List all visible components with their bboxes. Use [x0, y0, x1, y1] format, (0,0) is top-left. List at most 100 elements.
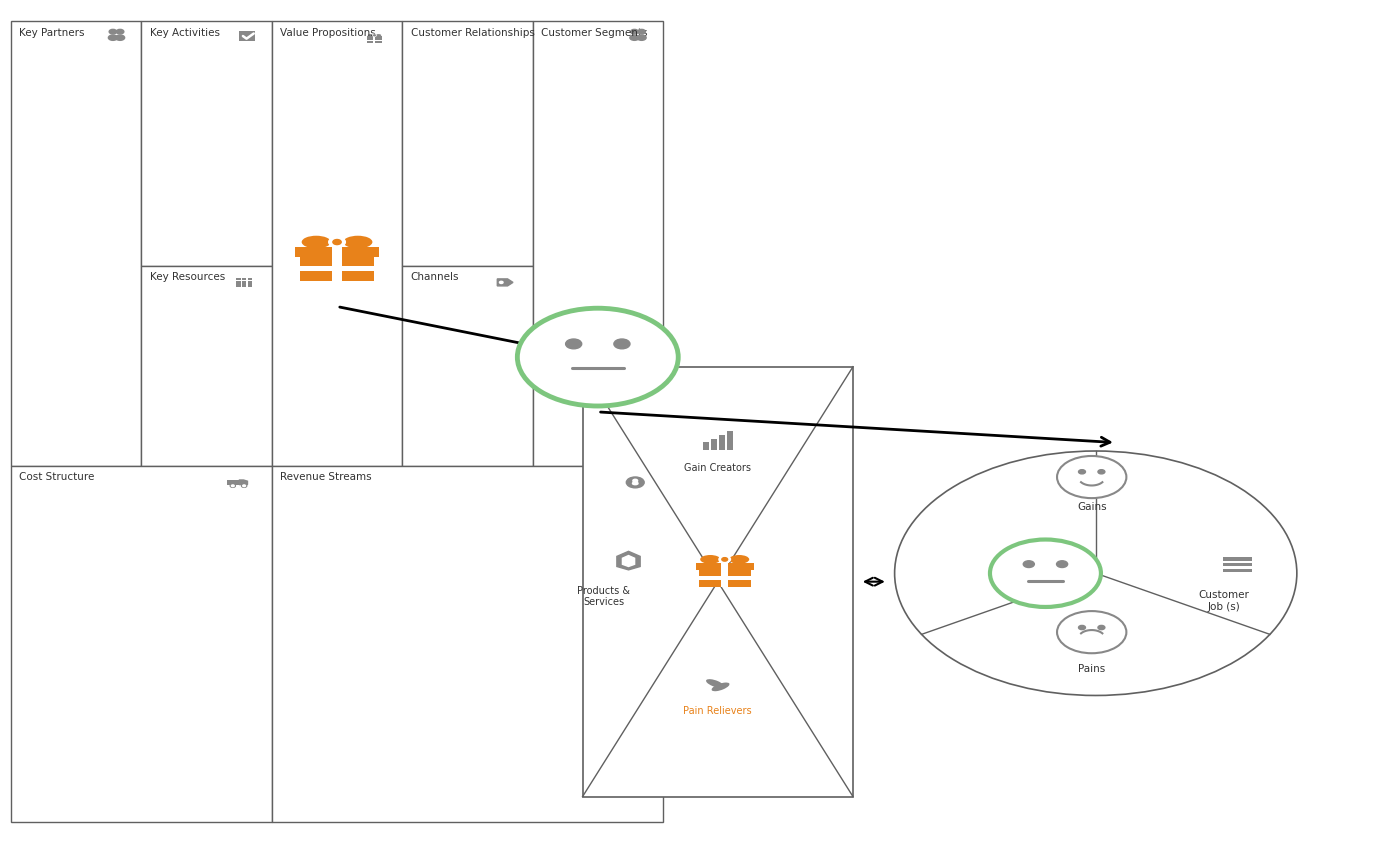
Circle shape: [566, 339, 581, 349]
Bar: [272, 465, 663, 822]
Bar: [241, 284, 247, 287]
Text: Gain Creators: Gain Creators: [684, 463, 752, 473]
Ellipse shape: [108, 35, 118, 40]
Circle shape: [721, 557, 728, 561]
Circle shape: [499, 282, 503, 283]
Circle shape: [329, 237, 345, 247]
Bar: [236, 277, 241, 281]
Ellipse shape: [712, 683, 730, 691]
Bar: [727, 431, 732, 449]
Ellipse shape: [376, 34, 381, 36]
Bar: [236, 284, 241, 287]
Circle shape: [631, 30, 638, 34]
Bar: [272, 21, 402, 465]
Circle shape: [1099, 626, 1105, 630]
Text: Gains: Gains: [1076, 502, 1107, 513]
Circle shape: [241, 484, 247, 487]
Circle shape: [1099, 470, 1105, 474]
Polygon shape: [617, 551, 641, 570]
Bar: [402, 266, 533, 465]
Bar: [239, 31, 255, 41]
Bar: [533, 21, 663, 465]
Ellipse shape: [706, 679, 724, 688]
Bar: [241, 277, 247, 281]
Bar: [247, 284, 252, 287]
Bar: [331, 247, 343, 282]
Circle shape: [333, 239, 341, 244]
Circle shape: [110, 30, 117, 34]
Text: Key Resources: Key Resources: [150, 272, 225, 282]
Bar: [402, 21, 533, 266]
Bar: [718, 435, 724, 449]
Ellipse shape: [637, 35, 646, 40]
Text: Pains: Pains: [1078, 664, 1105, 674]
Circle shape: [632, 480, 638, 482]
Text: Pain Relievers: Pain Relievers: [684, 706, 752, 717]
Circle shape: [614, 339, 630, 349]
Text: Key Activities: Key Activities: [150, 28, 219, 38]
Text: Customer
Job (s): Customer Job (s): [1198, 590, 1250, 612]
Circle shape: [230, 484, 236, 487]
Ellipse shape: [630, 35, 639, 40]
Ellipse shape: [632, 482, 638, 485]
Bar: [699, 576, 750, 580]
Polygon shape: [623, 556, 635, 566]
Bar: [368, 38, 381, 43]
Text: Revenue Streams: Revenue Streams: [280, 472, 372, 482]
Circle shape: [117, 30, 123, 34]
Bar: [1223, 569, 1252, 572]
Circle shape: [627, 477, 644, 488]
Bar: [1223, 563, 1252, 566]
Circle shape: [243, 485, 245, 486]
Text: Value Propositions: Value Propositions: [280, 28, 376, 38]
Bar: [300, 266, 374, 271]
Bar: [696, 563, 753, 570]
Bar: [141, 21, 272, 266]
Text: Customer Segments: Customer Segments: [541, 28, 648, 38]
Bar: [703, 443, 709, 449]
Polygon shape: [498, 279, 513, 286]
Circle shape: [1024, 561, 1035, 567]
Circle shape: [1057, 611, 1126, 653]
Circle shape: [373, 35, 376, 36]
Circle shape: [517, 309, 678, 406]
Text: Products &
Services: Products & Services: [577, 586, 630, 608]
Bar: [712, 438, 717, 449]
Circle shape: [232, 485, 234, 486]
Bar: [236, 281, 241, 284]
Bar: [721, 563, 728, 587]
Polygon shape: [239, 480, 247, 485]
Bar: [247, 281, 252, 284]
Bar: [699, 570, 750, 587]
Ellipse shape: [344, 236, 372, 249]
Circle shape: [990, 540, 1101, 607]
Bar: [373, 36, 376, 43]
Circle shape: [895, 451, 1297, 695]
Bar: [1223, 557, 1252, 561]
Circle shape: [1079, 626, 1086, 630]
Bar: [583, 367, 853, 797]
Bar: [241, 281, 247, 284]
Bar: [141, 266, 272, 465]
Bar: [366, 36, 383, 38]
Text: Channels: Channels: [411, 272, 459, 282]
Ellipse shape: [368, 34, 373, 36]
Ellipse shape: [730, 555, 749, 564]
Bar: [295, 247, 379, 257]
Circle shape: [718, 556, 731, 563]
Circle shape: [1057, 561, 1068, 567]
Text: Customer Relationships: Customer Relationships: [411, 28, 534, 38]
Bar: [247, 277, 252, 281]
Circle shape: [1057, 456, 1126, 498]
Bar: [11, 465, 272, 822]
Bar: [300, 257, 374, 282]
Bar: [227, 480, 239, 485]
Text: Key Partners: Key Partners: [19, 28, 85, 38]
Text: Cost Structure: Cost Structure: [19, 472, 94, 482]
Bar: [11, 21, 141, 465]
Circle shape: [1079, 470, 1086, 474]
Ellipse shape: [302, 236, 330, 249]
Circle shape: [638, 30, 645, 34]
Ellipse shape: [115, 35, 125, 40]
Ellipse shape: [700, 555, 720, 564]
